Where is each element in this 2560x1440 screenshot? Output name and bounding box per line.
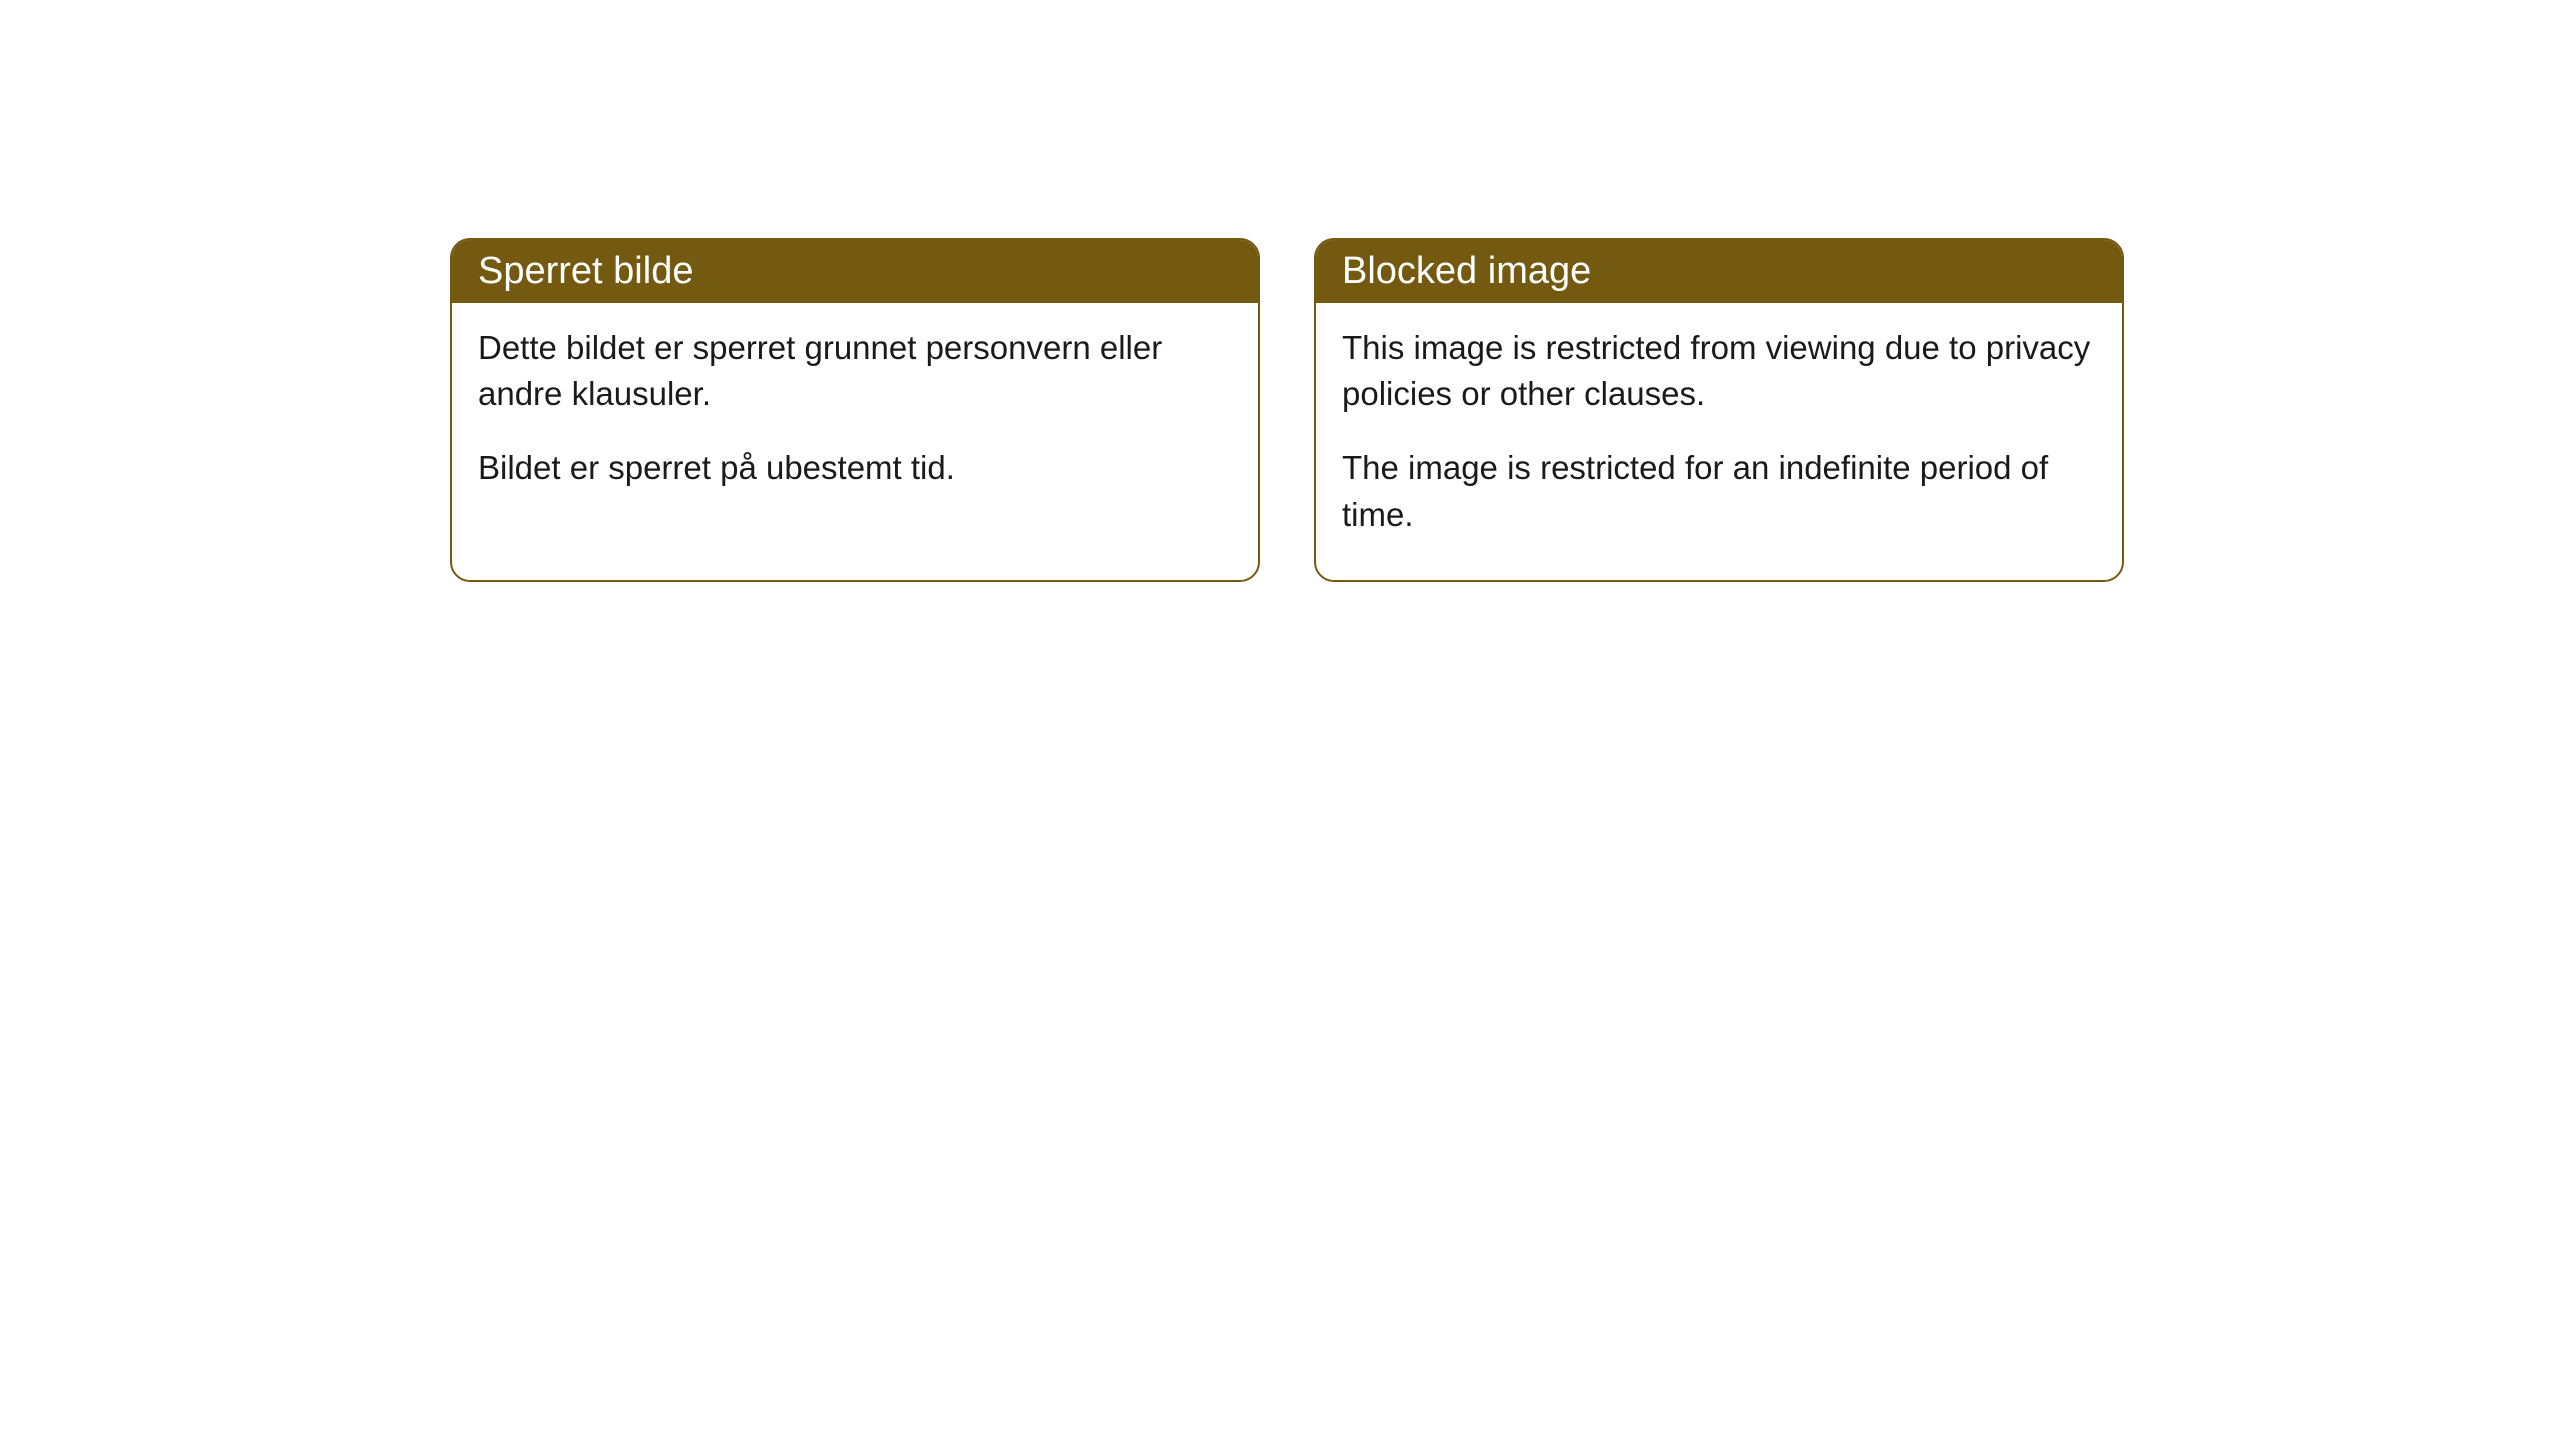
notice-card-norwegian: Sperret bilde Dette bildet er sperret gr…: [450, 238, 1260, 582]
notice-container: Sperret bilde Dette bildet er sperret gr…: [450, 238, 2124, 582]
notice-paragraph: Dette bildet er sperret grunnet personve…: [478, 325, 1232, 417]
notice-header-english: Blocked image: [1316, 240, 2122, 303]
notice-paragraph: The image is restricted for an indefinit…: [1342, 445, 2096, 537]
notice-header-norwegian: Sperret bilde: [452, 240, 1258, 303]
notice-body-english: This image is restricted from viewing du…: [1316, 303, 2122, 580]
notice-paragraph: This image is restricted from viewing du…: [1342, 325, 2096, 417]
notice-paragraph: Bildet er sperret på ubestemt tid.: [478, 445, 1232, 491]
notice-body-norwegian: Dette bildet er sperret grunnet personve…: [452, 303, 1258, 534]
notice-card-english: Blocked image This image is restricted f…: [1314, 238, 2124, 582]
